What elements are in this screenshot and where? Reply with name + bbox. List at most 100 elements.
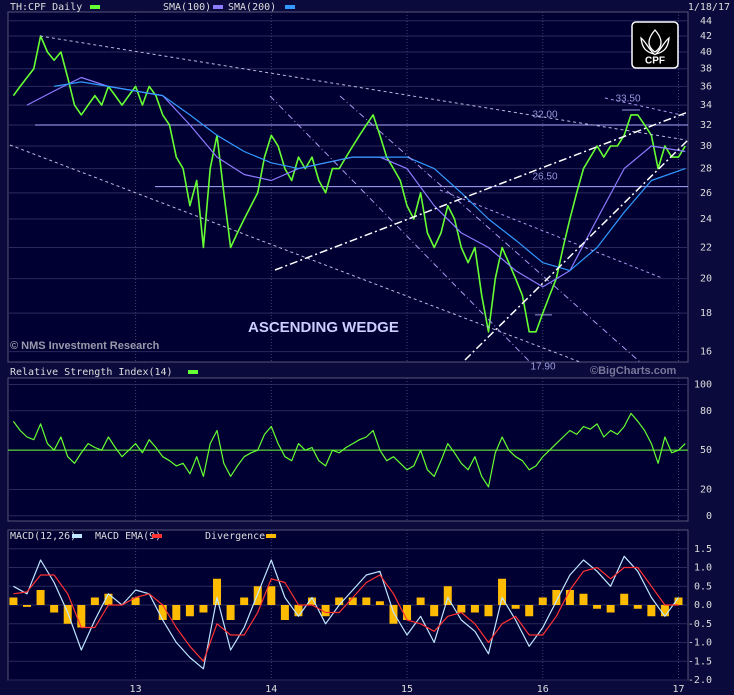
y-tick-label: 30 bbox=[700, 141, 712, 152]
y-tick-label: 44 bbox=[700, 16, 712, 27]
divergence-bar bbox=[23, 605, 32, 607]
y-tick-label: 42 bbox=[700, 31, 712, 42]
divergence-bar bbox=[403, 605, 412, 620]
divergence-bar bbox=[416, 597, 425, 605]
divergence-bar bbox=[267, 586, 276, 605]
panel bbox=[7, 377, 689, 522]
y-tick-label: 40 bbox=[700, 47, 712, 58]
plot-area: 16 18 20 22 24 26 28 30 32 34 36 38 40 42 44 32.00 26.50… bbox=[7, 11, 712, 695]
x-tick-label: 16 bbox=[537, 684, 549, 695]
legend-swatch bbox=[213, 5, 223, 9]
y-tick-label: 20 bbox=[700, 274, 712, 285]
trend-line bbox=[604, 97, 687, 117]
series-line bbox=[54, 81, 686, 272]
y-tick-label: 100 bbox=[694, 380, 712, 391]
legend-swatch bbox=[152, 534, 162, 538]
divergence-bar bbox=[538, 597, 547, 605]
x-tick-label: 15 bbox=[401, 684, 413, 695]
logo-icon bbox=[640, 29, 670, 56]
x-tick-label: 13 bbox=[130, 684, 142, 695]
series-line bbox=[12, 412, 686, 488]
legend-swatch bbox=[90, 5, 100, 9]
divergence-bar bbox=[50, 605, 59, 613]
divergence-bar bbox=[199, 605, 208, 613]
divergence-bar bbox=[647, 605, 656, 617]
y-tick-label: 20 bbox=[700, 485, 712, 496]
divergence-bar bbox=[362, 597, 371, 605]
level-label: 26.50 bbox=[532, 171, 557, 182]
divergence-bar bbox=[593, 605, 602, 609]
divergence-bar bbox=[335, 597, 344, 605]
legend-label: MACD EMA(9) bbox=[95, 531, 161, 542]
divergence-bar bbox=[606, 605, 615, 613]
legend-label: SMA(200) bbox=[228, 2, 276, 13]
x-tick-label: 14 bbox=[265, 684, 277, 695]
divergence-bar bbox=[620, 593, 629, 605]
trend-lines bbox=[9, 35, 689, 363]
y-tick-label: 1.5 bbox=[694, 544, 712, 555]
x-tick-label: 17 bbox=[672, 684, 684, 695]
divergence-bar bbox=[9, 597, 18, 605]
y-tick-label: 16 bbox=[700, 347, 712, 358]
legend-label: SMA(100) bbox=[163, 2, 211, 13]
y-tick-label: 24 bbox=[700, 214, 712, 225]
divergence-bar bbox=[240, 597, 249, 605]
logo-frame bbox=[631, 21, 679, 69]
divergence-bar bbox=[226, 605, 235, 620]
divergence-bar bbox=[280, 605, 289, 620]
y-tick-label: -0.5 bbox=[688, 619, 712, 630]
y-tick-label: 0 bbox=[706, 511, 712, 522]
divergence-bar bbox=[253, 586, 262, 605]
legend-label: Divergence bbox=[205, 531, 265, 542]
trend-line bbox=[339, 95, 641, 363]
divergence-bar bbox=[552, 590, 561, 605]
legend-swatch bbox=[72, 534, 82, 538]
divergence-bar bbox=[308, 597, 317, 605]
logo-text: CPF bbox=[645, 56, 665, 67]
y-tick-label: 50 bbox=[700, 445, 712, 456]
y-tick-label: 0.5 bbox=[694, 581, 712, 592]
y-tick-label: -2.0 bbox=[688, 675, 712, 686]
legend-swatch bbox=[188, 370, 198, 374]
y-tick-label: 38 bbox=[700, 64, 712, 75]
watermark: ©BigCharts.com bbox=[590, 365, 677, 377]
series-line bbox=[13, 566, 679, 662]
divergence-bar bbox=[484, 605, 493, 617]
divergence-bar bbox=[389, 605, 398, 624]
divergence-bar bbox=[511, 605, 520, 609]
legend-label: MACD(12,26) bbox=[10, 531, 76, 542]
divergence-bar bbox=[104, 593, 113, 605]
y-tick-label: 18 bbox=[700, 308, 712, 319]
y-tick-label: 22 bbox=[700, 242, 712, 253]
legend-label: TH:CPF Daily bbox=[10, 2, 82, 13]
extreme-label: 33.50 bbox=[615, 94, 640, 105]
divergence-bar bbox=[172, 605, 181, 620]
y-tick-label: 36 bbox=[700, 81, 712, 92]
divergence-bar bbox=[158, 605, 167, 620]
watermark: © NMS Investment Research bbox=[10, 340, 160, 352]
divergence-bar bbox=[525, 605, 534, 617]
logo: CPF bbox=[631, 21, 679, 69]
divergence-bar bbox=[375, 601, 384, 605]
y-tick-label: 34 bbox=[700, 100, 712, 111]
divergence-bar bbox=[90, 597, 99, 605]
wedge-line bbox=[274, 111, 689, 271]
legend-swatch bbox=[285, 5, 295, 9]
legend-swatch bbox=[266, 534, 276, 538]
divergence-bar bbox=[579, 593, 588, 605]
trend-line bbox=[439, 189, 663, 279]
y-tick-label: 0.0 bbox=[694, 600, 712, 611]
trend-line bbox=[269, 95, 531, 363]
divergence-bar bbox=[457, 605, 466, 613]
divergence-bar bbox=[443, 586, 452, 605]
y-tick-label: -1.0 bbox=[688, 638, 712, 649]
y-tick-label: 26 bbox=[700, 188, 712, 199]
y-tick-label: 80 bbox=[700, 406, 712, 417]
divergence-bar bbox=[131, 597, 140, 605]
level-label: 32.00 bbox=[532, 110, 557, 121]
divergence-bar bbox=[633, 605, 642, 609]
divergence-bar bbox=[565, 590, 574, 605]
divergence-bar bbox=[498, 578, 507, 605]
